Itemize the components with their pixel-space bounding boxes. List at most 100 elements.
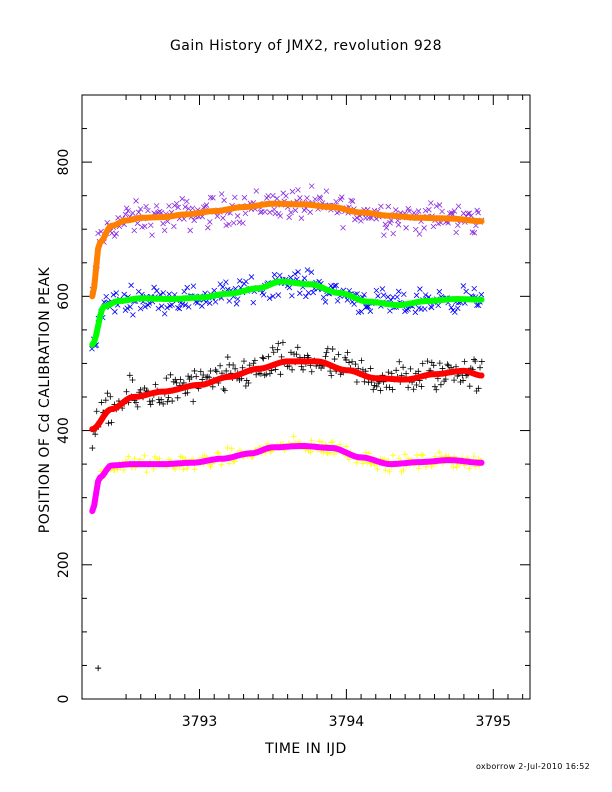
data-point	[279, 339, 286, 346]
data-point	[207, 463, 214, 470]
data-point	[426, 206, 432, 213]
data-point	[120, 466, 127, 473]
data-point	[465, 210, 471, 217]
data-point	[416, 231, 423, 237]
data-point	[127, 304, 133, 310]
data-point	[396, 358, 403, 365]
data-point	[417, 286, 423, 292]
data-point	[167, 302, 173, 309]
data-point	[133, 198, 139, 204]
data-point	[262, 208, 268, 215]
data-point	[304, 195, 310, 201]
data-point	[242, 210, 249, 217]
data-point	[266, 295, 273, 301]
data-point	[310, 289, 316, 296]
data-point	[442, 376, 449, 383]
data-point	[403, 225, 409, 231]
data-point	[436, 360, 443, 367]
data-point	[317, 195, 324, 202]
x-tick-label: 3793	[182, 714, 218, 730]
data-point	[151, 284, 157, 291]
data-point	[274, 346, 281, 353]
data-point	[358, 218, 364, 224]
data-point	[210, 195, 216, 201]
data-point	[203, 202, 210, 208]
data-point	[104, 390, 111, 397]
data-point	[403, 370, 410, 377]
data-point	[358, 357, 365, 364]
data-point	[436, 288, 443, 295]
data-point	[267, 209, 273, 216]
data-point	[234, 213, 241, 219]
data-point	[471, 453, 478, 460]
data-point	[422, 207, 429, 214]
data-point	[218, 191, 225, 197]
data-point	[322, 353, 329, 360]
data-point	[184, 284, 190, 291]
data-point	[207, 194, 214, 201]
data-point	[207, 219, 213, 225]
data-point	[327, 368, 334, 375]
data-point	[385, 369, 392, 376]
data-point	[271, 206, 277, 213]
data-point	[405, 306, 411, 312]
data-point	[200, 371, 207, 378]
data-point	[165, 394, 172, 401]
data-point	[250, 360, 257, 367]
data-point	[412, 226, 419, 233]
data-point	[463, 288, 469, 295]
data-point	[475, 209, 481, 216]
data-point	[257, 370, 264, 377]
data-point	[308, 437, 315, 444]
data-point	[212, 299, 219, 305]
data-point	[206, 374, 213, 381]
data-point	[471, 356, 478, 363]
x-tick-label: 3794	[329, 714, 365, 730]
data-point	[343, 443, 350, 450]
data-point	[190, 283, 197, 289]
data-point	[166, 291, 173, 297]
data-point	[228, 445, 235, 452]
data-point	[401, 291, 407, 298]
data-point	[171, 223, 177, 230]
data-point	[469, 229, 476, 235]
data-point	[275, 340, 282, 347]
data-point	[362, 449, 369, 456]
data-point	[454, 305, 461, 312]
data-point	[156, 399, 163, 406]
data-point	[161, 310, 168, 317]
data-point	[191, 466, 198, 473]
data-point	[297, 290, 303, 297]
x-axis-label: TIME IN IJD	[265, 741, 347, 757]
data-point	[236, 278, 243, 284]
data-point	[295, 187, 301, 193]
data-point	[351, 301, 357, 307]
data-point	[185, 373, 192, 380]
data-point	[453, 464, 460, 471]
data-point	[381, 232, 387, 238]
data-point	[304, 267, 311, 273]
data-point	[126, 372, 133, 379]
data-point	[307, 209, 313, 215]
data-point	[436, 449, 443, 456]
data-point	[240, 358, 247, 365]
data-point	[328, 372, 335, 379]
data-point	[424, 358, 431, 365]
data-point	[269, 344, 276, 351]
data-point	[110, 292, 117, 298]
data-point	[410, 386, 417, 393]
data-point	[224, 444, 231, 451]
data-point	[461, 358, 468, 365]
data-point	[239, 364, 246, 371]
data-point	[232, 365, 239, 372]
data-point	[160, 400, 167, 407]
data-point	[382, 221, 389, 228]
data-point	[172, 376, 179, 383]
data-point	[218, 461, 225, 468]
data-point	[422, 292, 429, 298]
data-point	[131, 227, 138, 234]
data-point	[199, 303, 205, 309]
data-point	[292, 271, 298, 277]
data-point	[223, 279, 229, 285]
data-point	[253, 188, 260, 194]
